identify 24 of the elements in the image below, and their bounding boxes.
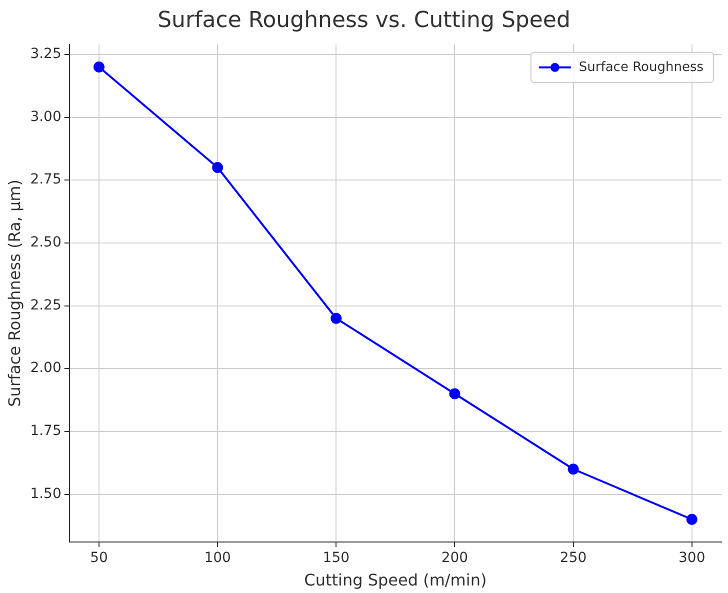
x-tick-label: 100 bbox=[204, 550, 231, 566]
x-tick-label: 300 bbox=[678, 550, 706, 566]
x-tick-label: 200 bbox=[441, 550, 468, 566]
y-axis-title: Surface Roughness (Ra, µm) bbox=[4, 179, 24, 407]
point bbox=[568, 464, 579, 475]
y-tick-label: 1.50 bbox=[30, 486, 62, 502]
y-tick-label: 2.75 bbox=[30, 172, 62, 188]
point bbox=[686, 514, 698, 525]
y-tick-label: 3.00 bbox=[30, 108, 62, 125]
point bbox=[449, 388, 460, 400]
y-tick-label: 2.50 bbox=[30, 234, 62, 251]
y-tick-label: 1.75 bbox=[30, 423, 62, 440]
y-tick-label: 2.00 bbox=[30, 360, 62, 376]
y-tick-label: 3.25 bbox=[30, 46, 62, 62]
y-tick-label: 2.25 bbox=[30, 297, 62, 314]
point bbox=[212, 162, 224, 174]
x-tick-label: 150 bbox=[322, 550, 350, 566]
point bbox=[330, 312, 342, 324]
x-axis-title: Cutting Speed (m/min) bbox=[304, 570, 487, 590]
x-tick-label: 50 bbox=[90, 550, 108, 566]
chart-title: Surface Roughness vs. Cutting Speed bbox=[158, 8, 570, 33]
legend-label: Surface Roughness bbox=[578, 60, 704, 75]
point bbox=[94, 62, 105, 73]
x-tick-label: 250 bbox=[560, 550, 587, 566]
